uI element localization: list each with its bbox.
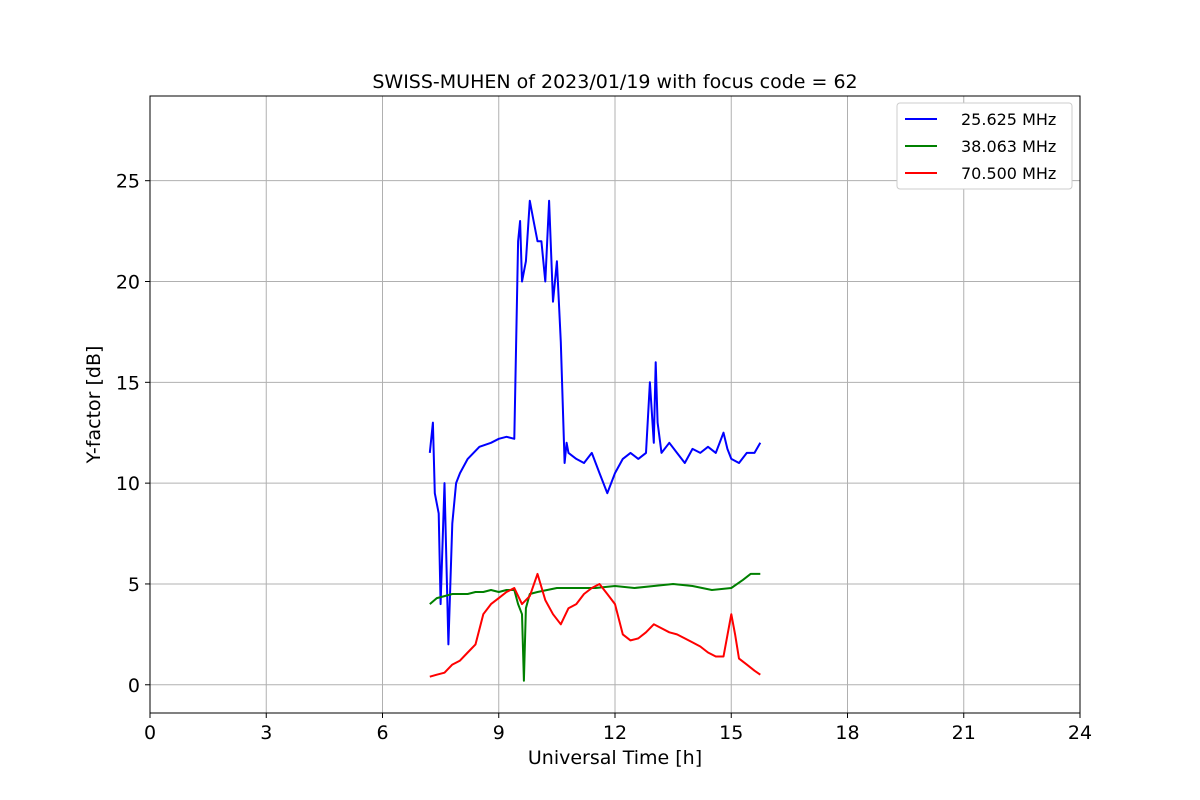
legend-entry: 25.625 MHz — [961, 110, 1056, 129]
x-tick-label: 6 — [376, 722, 388, 744]
chart-title: SWISS-MUHEN of 2023/01/19 with focus cod… — [372, 71, 857, 93]
series-line — [429, 572, 761, 682]
x-tick-label: 18 — [835, 722, 859, 744]
y-tick-label: 10 — [116, 473, 140, 495]
y-tick-label: 20 — [116, 272, 140, 294]
legend-entry: 38.063 MHz — [961, 137, 1056, 156]
y-tick-label: 25 — [116, 171, 140, 193]
y-tick-label: 0 — [128, 675, 140, 697]
series-line — [429, 572, 761, 678]
x-tick-label: 24 — [1068, 722, 1092, 744]
series-layer — [428, 199, 762, 682]
legend-box — [896, 102, 1073, 190]
series-line — [428, 199, 762, 646]
y-tick-label: 15 — [116, 372, 140, 394]
ticks: 0 3 6 9 12 15 18 21 24 0 5 10 15 20 25 — [116, 171, 1092, 744]
x-tick-label: 15 — [719, 722, 743, 744]
x-tick-label: 9 — [493, 722, 505, 744]
x-axis-label: Universal Time [h] — [528, 747, 702, 769]
x-tick-label: 21 — [952, 722, 976, 744]
x-tick-label: 0 — [144, 722, 156, 744]
y-tick-label: 5 — [128, 574, 140, 596]
y-axis-label: Y-factor [dB] — [83, 346, 105, 465]
x-tick-label: 12 — [603, 722, 627, 744]
x-tick-label: 3 — [260, 722, 272, 744]
legend: 25.625 MHz 38.063 MHz 70.500 MHz — [896, 102, 1073, 190]
legend-entry: 70.500 MHz — [961, 164, 1056, 183]
